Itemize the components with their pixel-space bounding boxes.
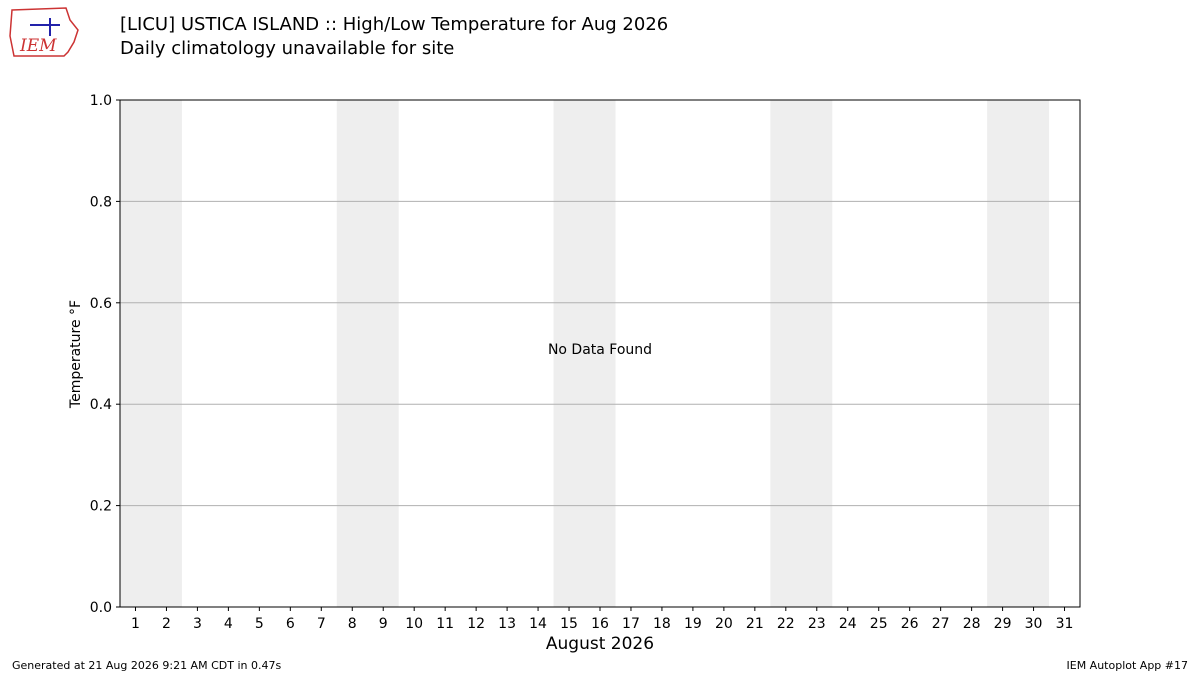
x-tick-label: 2 <box>162 616 171 632</box>
x-tick-label: 8 <box>348 616 357 632</box>
x-tick-label: 18 <box>653 616 671 632</box>
x-tick-label: 10 <box>405 616 423 632</box>
x-tick-label: 7 <box>317 616 326 632</box>
x-tick-label: 17 <box>622 616 640 632</box>
x-tick-label: 24 <box>839 616 857 632</box>
y-tick-label: 1.0 <box>90 93 112 109</box>
weekend-shade <box>120 100 182 607</box>
weekend-shade <box>987 100 1050 607</box>
footer-right: IEM Autoplot App #17 <box>1067 659 1189 672</box>
plot-frame <box>119 99 1081 608</box>
y-axis-label: Temperature °F <box>68 300 84 409</box>
x-axis-label: August 2026 <box>546 634 654 654</box>
x-tick-label: 19 <box>684 616 702 632</box>
x-tick-label: 4 <box>224 616 233 632</box>
chart-title: [LICU] USTICA ISLAND :: High/Low Tempera… <box>120 14 668 35</box>
y-tick-label: 0.0 <box>90 600 112 616</box>
footer-left: Generated at 21 Aug 2026 9:21 AM CDT in … <box>12 659 281 672</box>
x-tick-label: 12 <box>467 616 485 632</box>
y-tick-label: 0.2 <box>90 499 112 515</box>
weekend-shade <box>553 100 616 607</box>
logo: IEM <box>9 7 79 57</box>
y-tick-label: 0.8 <box>90 194 112 210</box>
x-tick-label: 13 <box>498 616 516 632</box>
x-tick-label: 23 <box>808 616 826 632</box>
weekend-shade <box>336 100 399 607</box>
weekend-shade <box>770 100 833 607</box>
x-tick-label: 30 <box>1025 616 1043 632</box>
x-tick-label: 9 <box>379 616 388 632</box>
x-tick-label: 15 <box>560 616 578 632</box>
x-tick-label: 11 <box>436 616 454 632</box>
x-tick-label: 22 <box>777 616 795 632</box>
x-tick-label: 29 <box>994 616 1012 632</box>
x-tick-label: 26 <box>901 616 919 632</box>
x-tick-label: 3 <box>193 616 202 632</box>
x-tick-label: 1 <box>131 616 140 632</box>
y-tick-label: 0.4 <box>90 397 112 413</box>
chart-subtitle: Daily climatology unavailable for site <box>120 38 454 59</box>
x-tick-label: 6 <box>286 616 295 632</box>
x-tick-label: 31 <box>1056 616 1074 632</box>
logo-text: IEM <box>19 36 57 56</box>
x-tick-label: 21 <box>746 616 764 632</box>
annotation: No Data Found <box>548 342 652 358</box>
x-tick-label: 20 <box>715 616 733 632</box>
logo-outline <box>9 7 79 57</box>
x-tick-label: 16 <box>591 616 609 632</box>
y-tick-label: 0.6 <box>90 296 112 312</box>
x-tick-label: 14 <box>529 616 547 632</box>
x-tick-label: 5 <box>255 616 264 632</box>
x-tick-label: 28 <box>963 616 981 632</box>
x-tick-label: 27 <box>932 616 950 632</box>
x-tick-label: 25 <box>870 616 888 632</box>
